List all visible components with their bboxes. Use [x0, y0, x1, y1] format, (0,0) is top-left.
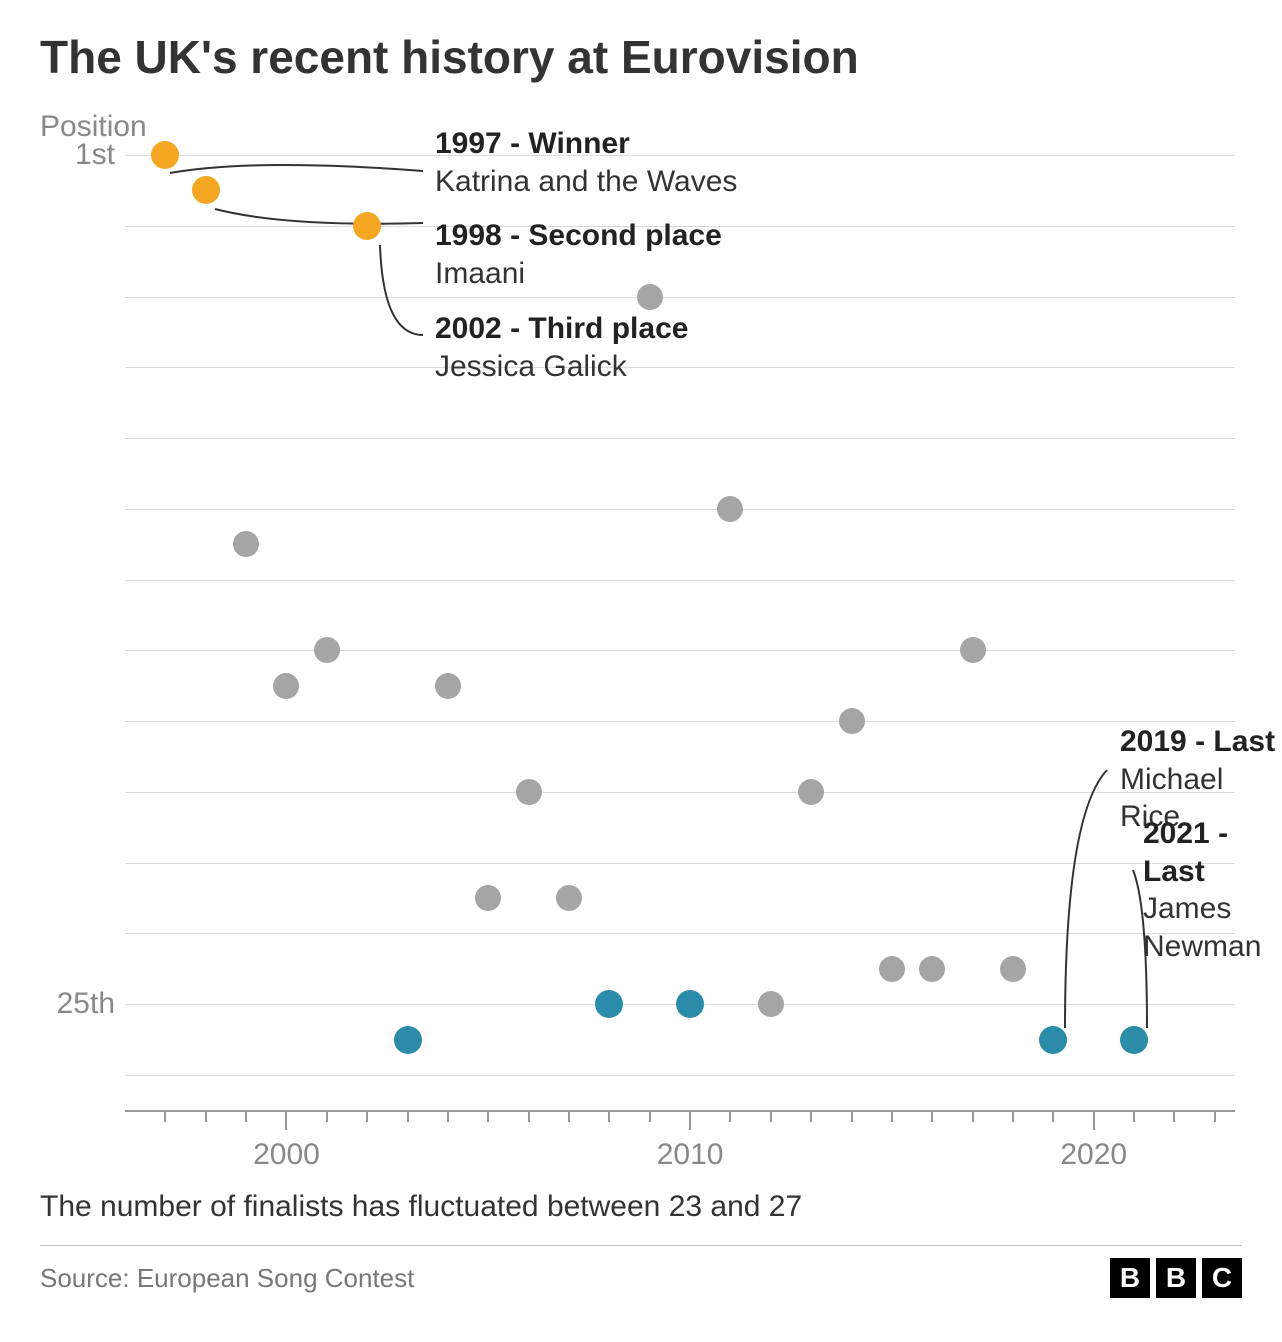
annotation-subtitle: Katrina and the Waves: [435, 163, 737, 201]
x-tick-mark: [447, 1110, 449, 1122]
x-tick-mark: [487, 1110, 489, 1122]
x-tick-mark: [1093, 1110, 1095, 1130]
x-tick-mark: [1133, 1110, 1135, 1122]
x-tick-mark: [729, 1110, 731, 1122]
gridline: [125, 580, 1235, 581]
x-tick-mark: [689, 1110, 691, 1130]
source-text: Source: European Song Contest: [40, 1263, 414, 1294]
x-tick-mark: [205, 1110, 207, 1122]
gridline: [125, 863, 1235, 864]
annotation-subtitle: Imaani: [435, 255, 722, 293]
annotation-title: 1997 - Winner: [435, 125, 737, 163]
annotation-label: 2002 - Third placeJessica Galick: [435, 310, 688, 385]
x-tick-mark: [407, 1110, 409, 1122]
x-tick-mark: [972, 1110, 974, 1122]
chart-footnote: The number of finalists has fluctuated b…: [40, 1190, 802, 1224]
x-tick-mark: [1052, 1110, 1054, 1122]
data-point: [353, 212, 381, 240]
x-tick-mark: [528, 1110, 530, 1122]
data-point: [516, 779, 542, 805]
annotation-title: 2021 - Last: [1143, 815, 1282, 890]
data-point: [717, 496, 743, 522]
data-point: [919, 956, 945, 982]
x-tick-mark: [568, 1110, 570, 1122]
data-point: [314, 637, 340, 663]
gridline: [125, 933, 1235, 934]
annotation-label: 1998 - Second placeImaani: [435, 217, 722, 292]
gridline: [125, 1075, 1235, 1076]
annotation-label: 1997 - WinnerKatrina and the Waves: [435, 125, 737, 200]
chart-title: The UK's recent history at Eurovision: [40, 30, 1242, 84]
x-tick-mark: [851, 1110, 853, 1122]
annotation-title: 2002 - Third place: [435, 310, 688, 348]
gridline: [125, 438, 1235, 439]
data-point: [273, 673, 299, 699]
data-point: [435, 673, 461, 699]
data-point: [151, 141, 179, 169]
data-point: [394, 1026, 422, 1054]
data-point: [1000, 956, 1026, 982]
annotation-title: 1998 - Second place: [435, 217, 722, 255]
x-tick-mark: [245, 1110, 247, 1122]
data-point: [960, 637, 986, 663]
bbc-logo-block: B: [1110, 1258, 1150, 1298]
gridline: [125, 721, 1235, 722]
y-tick-label: 25th: [35, 987, 115, 1021]
data-point: [192, 176, 220, 204]
bbc-logo: B B C: [1110, 1258, 1242, 1298]
data-point: [1039, 1026, 1067, 1054]
x-tick-mark: [1012, 1110, 1014, 1122]
bbc-logo-block: C: [1202, 1258, 1242, 1298]
data-point: [798, 779, 824, 805]
y-tick-label: 1st: [35, 138, 115, 172]
gridline: [125, 792, 1235, 793]
x-tick-mark: [164, 1110, 166, 1122]
x-tick-mark: [810, 1110, 812, 1122]
x-tick-mark: [285, 1110, 287, 1130]
annotation-title: 2019 - Last: [1120, 723, 1282, 761]
data-point: [839, 708, 865, 734]
x-tick-mark: [1173, 1110, 1175, 1122]
data-point: [1120, 1026, 1148, 1054]
data-point: [879, 956, 905, 982]
x-tick-mark: [649, 1110, 651, 1122]
data-point: [233, 531, 259, 557]
annotation-label: 2021 - LastJames Newman: [1143, 815, 1282, 965]
x-tick-label: 2020: [1060, 1138, 1127, 1172]
bbc-logo-block: B: [1156, 1258, 1196, 1298]
data-point: [556, 885, 582, 911]
x-tick-mark: [1214, 1110, 1216, 1122]
x-tick-mark: [366, 1110, 368, 1122]
x-tick-label: 2010: [657, 1138, 724, 1172]
data-point: [595, 990, 623, 1018]
annotation-subtitle: James Newman: [1143, 890, 1282, 965]
gridline: [125, 650, 1235, 651]
gridline: [125, 509, 1235, 510]
x-axis: [125, 1110, 1235, 1112]
x-tick-mark: [770, 1110, 772, 1122]
chart-container: The UK's recent history at Eurovision Po…: [0, 0, 1282, 1342]
x-tick-mark: [608, 1110, 610, 1122]
x-tick-mark: [931, 1110, 933, 1122]
data-point: [676, 990, 704, 1018]
x-tick-mark: [891, 1110, 893, 1122]
x-tick-mark: [326, 1110, 328, 1122]
data-point: [475, 885, 501, 911]
annotation-subtitle: Jessica Galick: [435, 348, 688, 386]
gridline: [125, 297, 1235, 298]
source-row: Source: European Song Contest B B C: [40, 1245, 1242, 1298]
data-point: [758, 991, 784, 1017]
x-tick-label: 2000: [253, 1138, 320, 1172]
